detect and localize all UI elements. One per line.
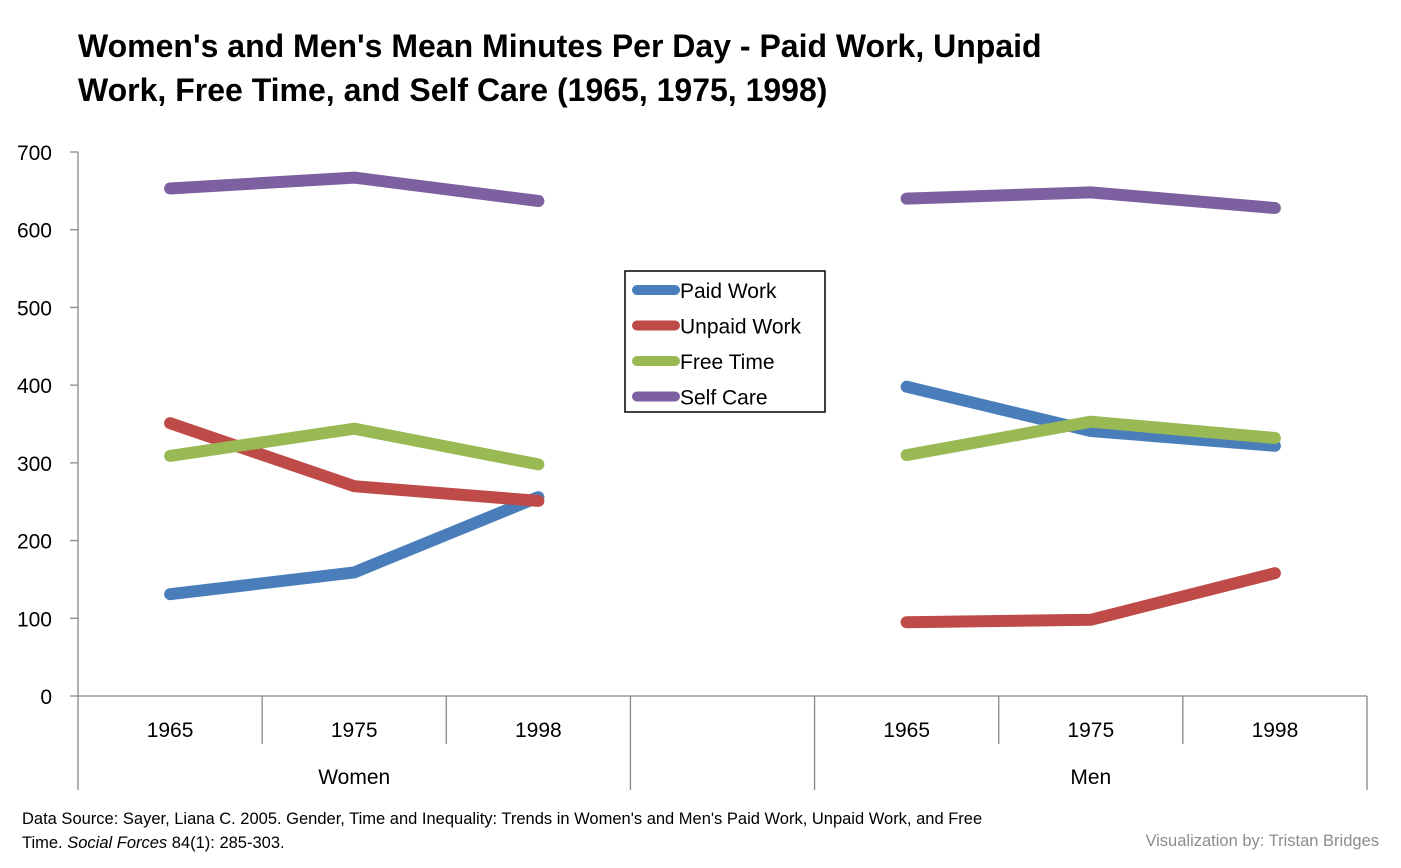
source-journal: Social Forces	[67, 834, 168, 852]
source-text: Data Source: Sayer, Liana C. 2005. Gende…	[22, 810, 983, 852]
legend-label: Unpaid Work	[680, 316, 801, 339]
series-line-paid-work-women	[164, 491, 545, 601]
y-tick-label: 700	[17, 142, 52, 165]
series-line-self-care-women	[164, 171, 545, 207]
x-tick-label: 1975	[331, 719, 378, 742]
axes: 0 100 200 300 400 500 600 700 1965 1975 1998 Women 1…	[17, 142, 1368, 790]
y-tick-label: 0	[40, 686, 52, 709]
chart-title-line-2: Work, Free Time, and Self Care (1965, 19…	[78, 72, 828, 108]
x-tick-label: 1965	[147, 719, 194, 742]
series-line-free-time-men	[900, 415, 1281, 462]
x-group-label: Women	[318, 766, 390, 789]
x-group-label: Men	[1070, 766, 1111, 789]
y-tick-label: 100	[17, 608, 52, 631]
chart-title-line-1: Women's and Men's Mean Minutes Per Day -…	[78, 28, 1042, 64]
source-citation: 84(1): 285-303.	[167, 834, 285, 852]
x-tick-label: 1965	[883, 719, 930, 742]
series-line-free-time-women	[164, 422, 545, 471]
chart-title: Women's and Men's Mean Minutes Per Day -…	[78, 24, 1178, 112]
y-tick-label: 600	[17, 220, 52, 243]
y-tick-label: 300	[17, 453, 52, 476]
legend-label: Paid Work	[680, 280, 777, 303]
x-tick-label: 1998	[1252, 719, 1299, 742]
visualization-credit: Visualization by: Tristan Bridges	[1145, 832, 1379, 850]
x-tick-label: 1998	[515, 719, 562, 742]
legend-label: Self Care	[680, 387, 768, 410]
series-line-paid-work-men	[900, 380, 1281, 452]
y-tick-label: 200	[17, 531, 52, 554]
y-tick-label: 400	[17, 375, 52, 398]
legend-label: Free Time	[680, 351, 775, 374]
legend: Paid Work Unpaid Work Free Time Self Care	[624, 270, 826, 413]
series-line-unpaid-work-men	[900, 567, 1281, 629]
source-note: Data Source: Sayer, Liana C. 2005. Gende…	[22, 807, 1022, 855]
series-line-unpaid-work-women	[164, 417, 545, 507]
x-tick-label: 1975	[1067, 719, 1114, 742]
series-line-self-care-men	[900, 186, 1281, 214]
series-lines	[164, 171, 1281, 629]
y-tick-label: 500	[17, 297, 52, 320]
